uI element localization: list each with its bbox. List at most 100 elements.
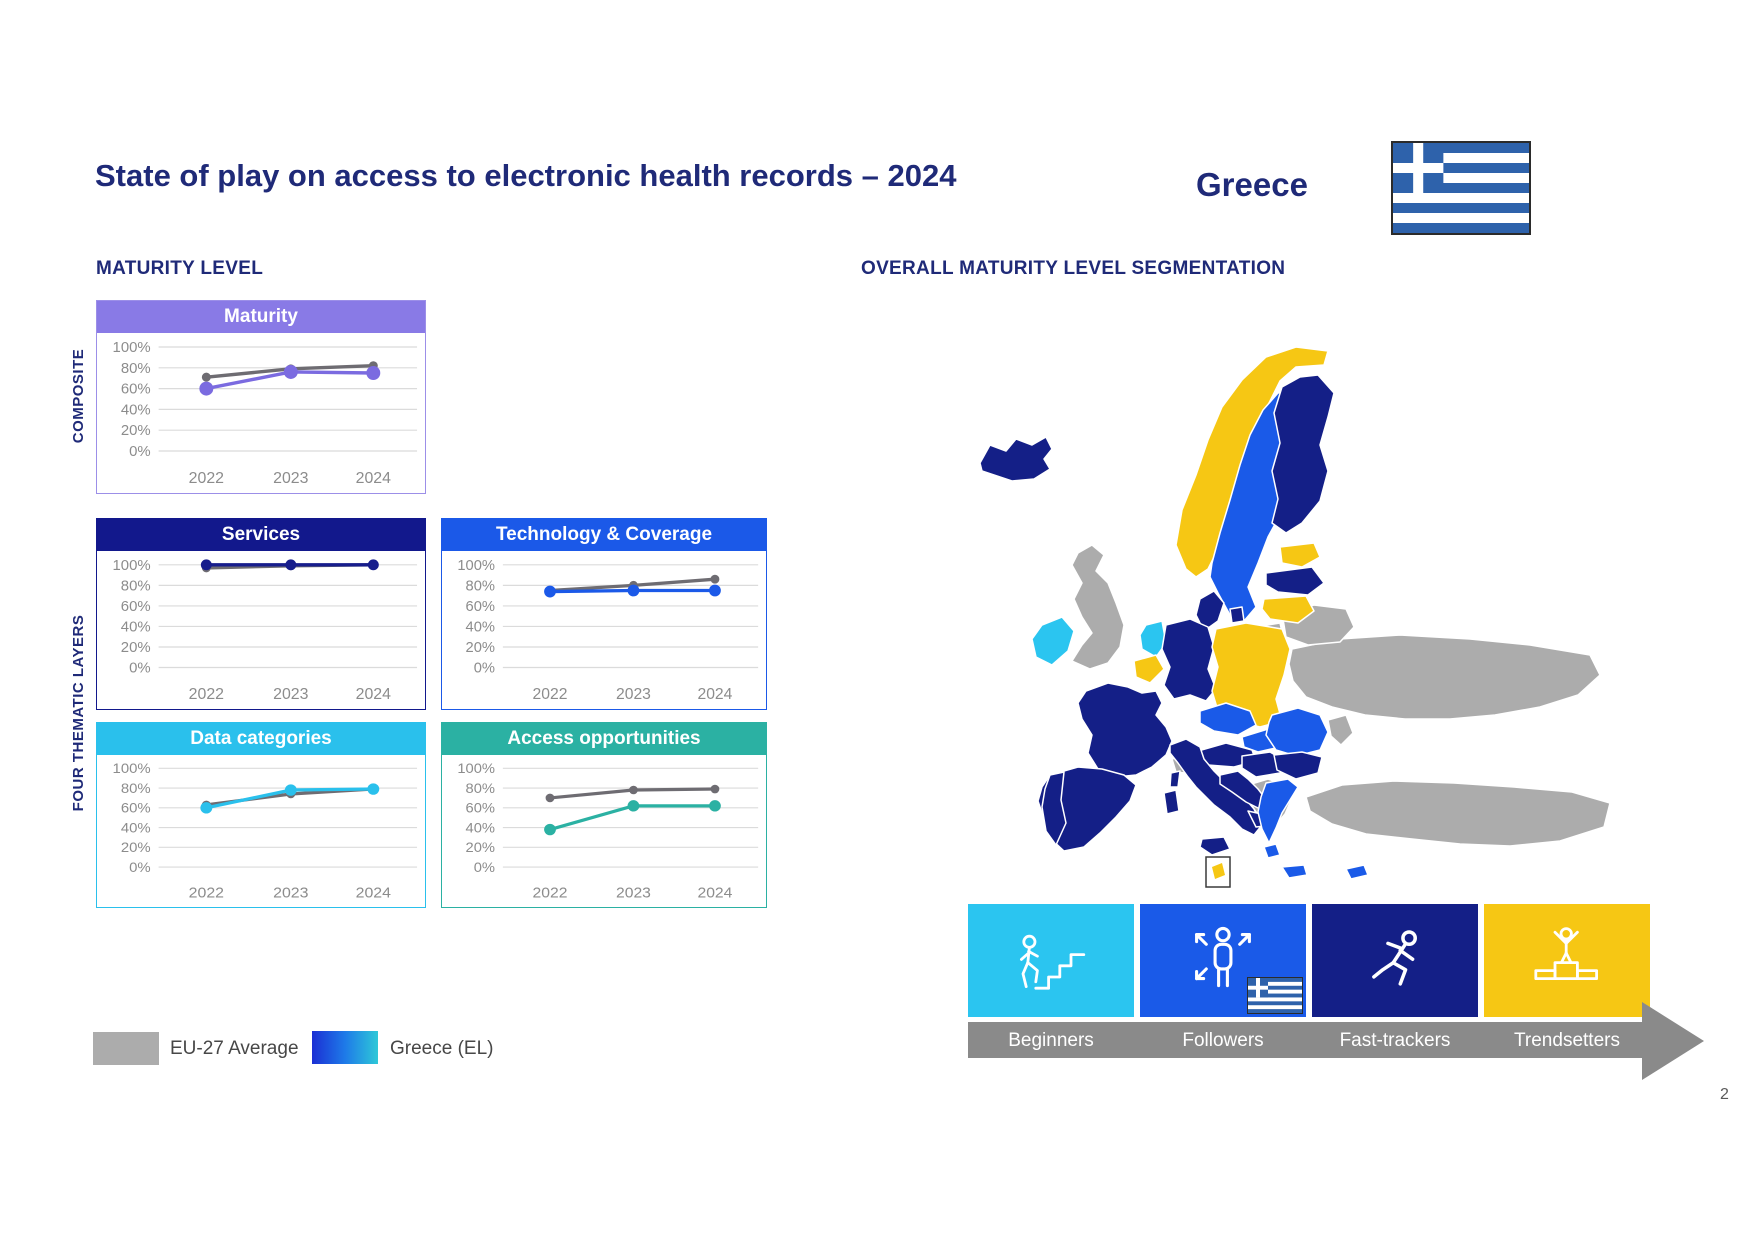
segment-box-followers bbox=[1140, 904, 1306, 1017]
country-ireland bbox=[1031, 616, 1075, 666]
country-turkey bbox=[1305, 780, 1611, 847]
svg-text:100%: 100% bbox=[457, 761, 495, 777]
maturity-chart-box: Maturity 100% 80% 60% 40% 20% 0% 2022 2023 2024 bbox=[96, 300, 426, 494]
svg-text:40%: 40% bbox=[466, 821, 496, 837]
country-greece-crete bbox=[1281, 864, 1308, 879]
maturity-chart-plot: 100% 80% 60% 40% 20% 0% 2022 2023 2024 bbox=[113, 339, 418, 487]
country-germany bbox=[1161, 618, 1217, 702]
person-climbing-stairs-icon bbox=[1020, 934, 1086, 990]
svg-text:100%: 100% bbox=[457, 558, 495, 574]
running-person-icon bbox=[1372, 929, 1417, 986]
svg-text:0%: 0% bbox=[474, 860, 495, 876]
country-greece bbox=[1257, 778, 1299, 844]
svg-text:2023: 2023 bbox=[273, 885, 308, 902]
services-chart-box: Services 100% 80% 60% 40% 20% 0% 2022 2023 2024 bbox=[96, 518, 426, 710]
europe-map bbox=[979, 346, 1611, 888]
country-ukraine bbox=[1288, 634, 1601, 720]
svg-text:20%: 20% bbox=[121, 840, 151, 856]
svg-text:80%: 80% bbox=[121, 781, 151, 797]
country-iceland bbox=[979, 436, 1053, 482]
country-italy bbox=[1169, 738, 1263, 836]
svg-text:20%: 20% bbox=[121, 422, 151, 439]
svg-text:2023: 2023 bbox=[273, 686, 309, 703]
country-romania bbox=[1265, 707, 1329, 757]
svg-text:100%: 100% bbox=[113, 761, 151, 777]
country-united-kingdom bbox=[1071, 544, 1125, 670]
svg-text:60%: 60% bbox=[121, 599, 151, 615]
svg-text:0%: 0% bbox=[129, 860, 151, 876]
country-finland bbox=[1271, 374, 1335, 534]
data-categories-chart-title: Data categories bbox=[97, 723, 425, 755]
legend-label-greece: Greece (EL) bbox=[390, 1038, 494, 1059]
svg-text:0%: 0% bbox=[129, 443, 151, 460]
country-denmark-islands bbox=[1229, 606, 1245, 624]
arrow-head bbox=[1642, 1002, 1704, 1080]
svg-text:60%: 60% bbox=[466, 801, 496, 817]
svg-text:0%: 0% bbox=[474, 660, 495, 676]
segmentation-heading: OVERALL MATURITY LEVEL SEGMENTATION bbox=[861, 258, 1286, 279]
country-hungary bbox=[1241, 751, 1285, 778]
svg-text:80%: 80% bbox=[121, 360, 151, 377]
svg-text:80%: 80% bbox=[466, 781, 496, 797]
technology-coverage-chart-title: Technology & Coverage bbox=[442, 519, 766, 551]
maturity-chart-title: Maturity bbox=[97, 301, 425, 333]
svg-text:2024: 2024 bbox=[356, 686, 392, 703]
composite-row-label: COMPOSITE bbox=[70, 348, 87, 444]
country-bulgaria bbox=[1273, 751, 1323, 780]
svg-text:2022: 2022 bbox=[533, 686, 568, 703]
country-malta bbox=[1212, 863, 1225, 879]
svg-text:2024: 2024 bbox=[356, 470, 391, 487]
page-title: State of play on access to electronic he… bbox=[95, 158, 957, 193]
svg-text:40%: 40% bbox=[121, 401, 151, 418]
country-belgium bbox=[1133, 654, 1165, 684]
technology-coverage-chart-box: Technology & Coverage 100% 80% 60% 40% 20% 0%… bbox=[441, 518, 767, 710]
country-denmark bbox=[1195, 590, 1225, 632]
segment-box-fast-trackers bbox=[1312, 904, 1478, 1017]
svg-text:60%: 60% bbox=[121, 381, 151, 398]
svg-text:2023: 2023 bbox=[616, 885, 651, 902]
svg-text:40%: 40% bbox=[466, 619, 495, 635]
segment-label-fast-trackers: Fast-trackers bbox=[1339, 1030, 1451, 1051]
svg-text:2024: 2024 bbox=[356, 885, 392, 902]
page-number: 2 bbox=[1720, 1086, 1729, 1103]
svg-text:2022: 2022 bbox=[189, 470, 224, 487]
svg-text:2024: 2024 bbox=[697, 885, 732, 902]
technology-coverage-chart-plot: 100% 80% 60% 40% 20% 0% 2022 2023 2024 bbox=[457, 558, 759, 703]
legend-label-eu: EU-27 Average bbox=[170, 1038, 299, 1059]
country-lithuania bbox=[1261, 595, 1315, 624]
svg-text:80%: 80% bbox=[121, 578, 151, 594]
legend-swatch-eu bbox=[93, 1032, 159, 1065]
svg-text:60%: 60% bbox=[121, 801, 151, 817]
access-opportunities-chart-box: Access opportunities 100% 80% 60% 40% 20% 0% 2… bbox=[441, 722, 767, 908]
segment-label-beginners: Beginners bbox=[1008, 1030, 1094, 1051]
country-greece-peloponnese bbox=[1263, 843, 1281, 859]
access-opportunities-chart-title: Access opportunities bbox=[442, 723, 766, 755]
country-label: Greece bbox=[1196, 166, 1308, 203]
greece-flag-small bbox=[1247, 977, 1303, 1014]
svg-text:2024: 2024 bbox=[697, 686, 732, 703]
country-estonia bbox=[1279, 542, 1321, 568]
segment-label-trendsetters: Trendsetters bbox=[1514, 1030, 1620, 1051]
svg-text:2022: 2022 bbox=[533, 885, 568, 902]
country-latvia bbox=[1265, 566, 1325, 596]
podium-winner-icon bbox=[1534, 926, 1598, 980]
data-categories-chart-box: Data categories 100% 80% 60% 40% 20% 0% 2022 20… bbox=[96, 722, 426, 908]
data-categories-chart-plot: 100% 80% 60% 40% 20% 0% 2022 2023 2024 bbox=[113, 761, 418, 902]
svg-text:2022: 2022 bbox=[189, 686, 225, 703]
segment-arrow-band bbox=[968, 1002, 1704, 1080]
svg-text:40%: 40% bbox=[121, 619, 151, 635]
segment-box-trendsetters bbox=[1484, 904, 1650, 1017]
svg-text:100%: 100% bbox=[113, 558, 151, 574]
greece-flag-image bbox=[1391, 141, 1531, 235]
country-netherlands bbox=[1139, 620, 1167, 658]
country-italy-sardinia bbox=[1163, 789, 1180, 815]
svg-text:2023: 2023 bbox=[273, 470, 308, 487]
country-czechia bbox=[1199, 702, 1257, 736]
svg-text:100%: 100% bbox=[113, 339, 151, 356]
country-cyprus bbox=[1345, 864, 1369, 880]
country-france bbox=[1077, 682, 1173, 778]
segment-box-beginners bbox=[968, 904, 1134, 1017]
thematic-row-label: FOUR THEMATIC LAYERS bbox=[70, 614, 87, 812]
svg-text:2022: 2022 bbox=[189, 885, 224, 902]
services-chart-plot: 100% 80% 60% 40% 20% 0% 2022 2023 2024 bbox=[113, 558, 418, 703]
